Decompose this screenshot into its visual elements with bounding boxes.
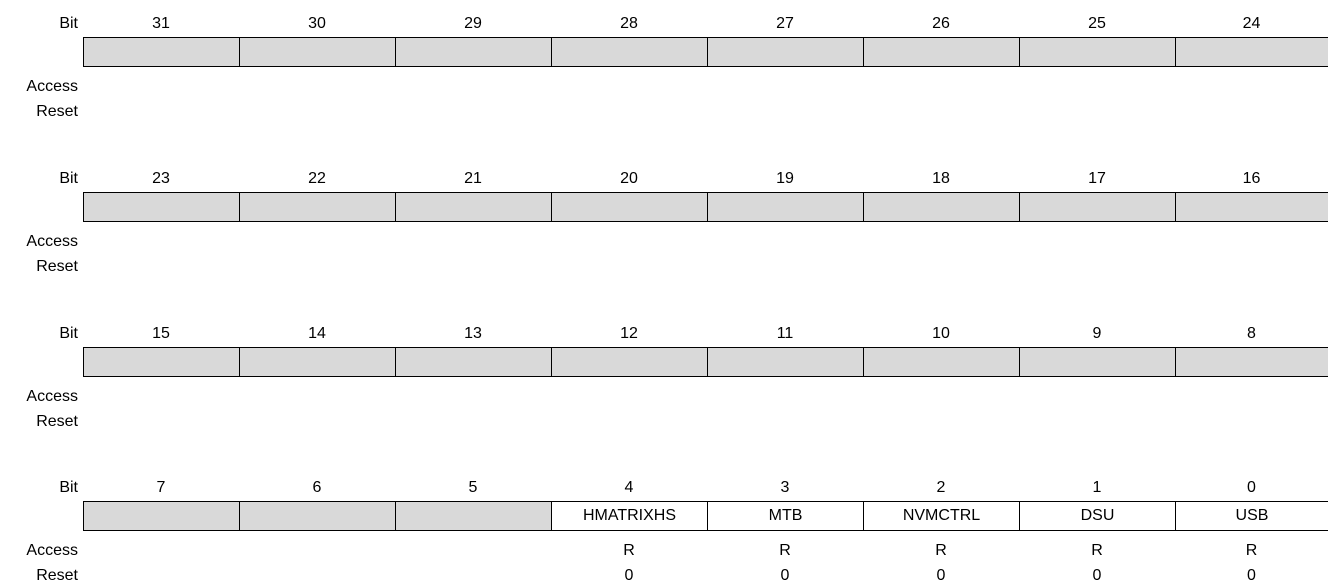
bit-number: 20 [620,170,638,187]
bit-label: Bit [59,479,78,496]
reserved-bit-cell [395,38,551,66]
reserved-bit-cell [239,502,395,530]
reserved-bit-cell [863,348,1019,376]
access-value: R [1091,542,1103,559]
bit-number: 30 [308,15,326,32]
reset-label: Reset [36,413,78,430]
bit-number: 29 [464,15,482,32]
reserved-bit-cell [1175,193,1328,221]
bit-number: 11 [776,325,794,342]
field-cell: MTB [707,502,863,530]
bit-number: 19 [776,170,794,187]
reserved-bit-cell [1019,193,1175,221]
reserved-bit-cell [239,38,395,66]
reserved-bit-cell [1175,38,1328,66]
reserved-bit-cell [1019,38,1175,66]
reserved-bit-cell [863,193,1019,221]
reserved-bit-cell [395,348,551,376]
bit-number: 24 [1242,15,1261,32]
reserved-bit-cell [84,348,239,376]
reserved-bit-cell [395,502,551,530]
bit-label: Bit [59,325,78,342]
reserved-bit-cell [551,38,707,66]
reserved-bit-cell [551,193,707,221]
reserved-bit-cell [84,193,239,221]
reserved-bit-cell [84,38,239,66]
bit-number: 9 [1092,325,1102,342]
bit-number: 22 [308,170,326,187]
bit-number: 8 [1247,325,1256,342]
bit-number: 28 [620,15,638,32]
access-label: Access [26,388,78,405]
bit-number: 0 [1247,479,1256,496]
bit-number: 18 [932,170,950,187]
bit-label: Bit [59,15,78,32]
bit-number: 12 [620,325,638,342]
bit-number: 7 [156,479,166,496]
bit-number: 6 [312,479,322,496]
bit-number: 14 [308,325,326,342]
bit-label: Bit [59,170,78,187]
reset-label: Reset [36,103,78,120]
reserved-bit-cell [239,193,395,221]
bit-number: 2 [936,479,946,496]
bit-number: 1 [1092,479,1102,496]
register-byte-row [83,37,1328,67]
reserved-bit-cell [239,348,395,376]
access-value: R [1245,542,1258,559]
reset-value: 0 [936,567,946,584]
bit-number: 10 [932,325,950,342]
field-cell: NVMCTRL [863,502,1019,530]
reserved-bit-cell [551,348,707,376]
access-value: R [779,542,791,559]
access-label: Access [26,78,78,95]
bit-number: 31 [152,15,170,32]
access-value: R [935,542,947,559]
reset-label: Reset [36,567,78,584]
bit-number: 3 [780,479,790,496]
reserved-bit-cell [1019,348,1175,376]
bit-number: 27 [776,15,794,32]
reserved-bit-cell [395,193,551,221]
reserved-bit-cell [707,348,863,376]
access-label: Access [26,233,78,250]
reserved-bit-cell [707,193,863,221]
reserved-bit-cell [707,38,863,66]
access-value: R [623,542,635,559]
bit-number: 13 [464,325,482,342]
bit-number: 16 [1242,170,1261,187]
bit-number: 21 [464,170,482,187]
bit-number: 15 [152,325,170,342]
register-byte-row: HMATRIXHS MTB NVMCTRL DSU USB [83,501,1328,531]
bit-number: 26 [932,15,950,32]
field-cell: USB [1175,502,1328,530]
reserved-bit-cell [863,38,1019,66]
access-label: Access [26,542,78,559]
register-byte-row [83,347,1328,377]
bit-number: 4 [624,479,634,496]
bit-number: 23 [152,170,170,187]
register-byte-row [83,192,1328,222]
reset-value: 0 [1092,567,1102,584]
reserved-bit-cell [84,502,239,530]
reserved-bit-cell [1175,348,1328,376]
field-cell: DSU [1019,502,1175,530]
bit-number: 25 [1088,15,1106,32]
bit-number: 5 [468,479,478,496]
reset-value: 0 [1247,567,1256,584]
reset-label: Reset [36,258,78,275]
reset-value: 0 [780,567,790,584]
field-cell: HMATRIXHS [551,502,707,530]
reset-value: 0 [624,567,634,584]
bit-number: 17 [1088,170,1106,187]
